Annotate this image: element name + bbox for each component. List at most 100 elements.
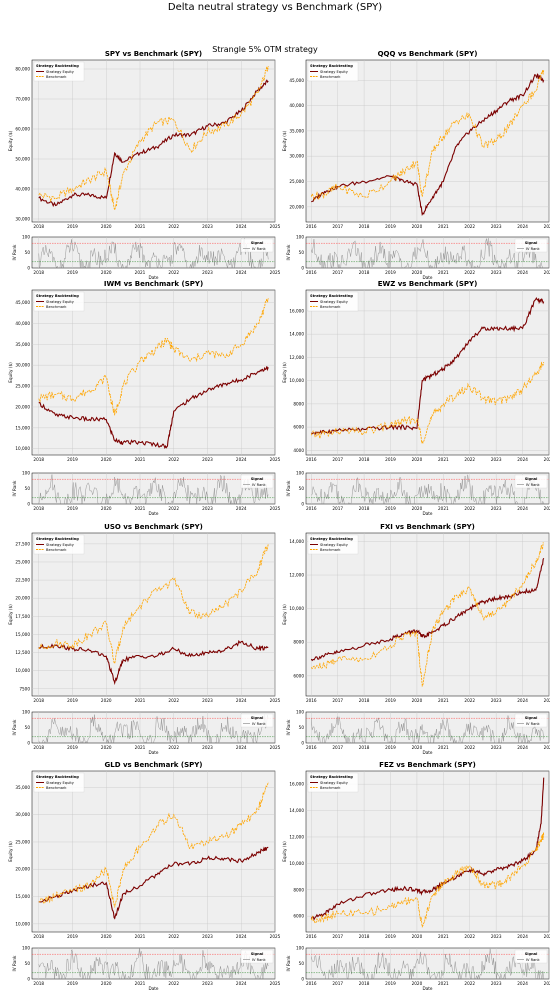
signal-legend: Signal IV Rank [240,713,274,728]
x-tick-label: 2020 [101,457,112,462]
iv-x-tick-label: 2016 [306,506,317,511]
legend-box [33,291,85,312]
y-tick-label: 14,000 [289,539,304,544]
iv-y-tick-label: 100 [22,710,30,715]
iv-x-tick-label: 2022 [464,745,475,750]
iv-x-tick-label: 2025 [544,745,550,750]
y-axis-label: Equity ($) [8,604,13,625]
y-tick-label: 20,000 [289,204,304,209]
x-tick-label: 2018 [359,698,370,703]
chart-title: IWM vs Benchmark (SPY) [104,280,203,288]
iv-y-tick-label: 0 [301,977,304,982]
iv-y-axis-label: IV Rank [12,719,17,735]
y-tick-label: 70,000 [15,97,30,102]
legend-label-strategy: Strategy Equity [320,70,349,74]
y-tick-label: 12,000 [289,355,304,360]
x-tick-label: 2024 [517,698,528,703]
y-tick-label: 25,000 [289,179,304,184]
y-tick-label: 14,000 [289,332,304,337]
y-tick-label: 30,000 [289,154,304,159]
y-tick-label: 22,500 [15,578,30,583]
iv-y-tick-label: 100 [296,471,304,476]
iv-plot-area [305,711,550,744]
iv-y-tick-label: 100 [22,946,30,951]
charts-area: SPY vs Benchmark (SPY) 2018 2019 2020 2021 20… [8,50,550,991]
x-tick-label: 2024 [236,224,247,229]
signal-legend-title: Signal [525,716,538,720]
signal-legend: Signal IV Rank [240,474,274,489]
x-tick-label: 2019 [385,698,396,703]
signal-legend: Signal IV Rank [514,238,548,253]
y-tick-label: 10,000 [15,921,30,926]
x-tick-label: 2022 [464,934,475,939]
iv-plot-area [305,472,550,505]
iv-y-tick-label: 0 [301,502,304,507]
x-tick-label: 2019 [67,934,78,939]
y-tick-label: 45,000 [15,300,30,305]
iv-y-tick-label: 50 [299,250,305,255]
benchmark-line [38,781,269,908]
y-tick-label: 15,000 [15,632,30,637]
chart-3: IWM vs Benchmark (SPY) 2018 2019 2020 2021 20… [8,280,281,516]
x-tick-label: 2021 [135,934,146,939]
x-tick-label: 2020 [412,224,423,229]
x-tick-label: 2018 [33,934,44,939]
iv-x-tick-label: 2018 [359,270,370,275]
iv-x-tick-label: 2019 [67,981,78,986]
legend-box [33,61,85,82]
chart-title: QQQ vs Benchmark (SPY) [378,50,478,58]
iv-x-tick-label: 2022 [168,981,179,986]
iv-x-tick-label: 2020 [412,745,423,750]
x-tick-label: 2019 [67,224,78,229]
y-tick-label: 15,000 [15,425,30,430]
chart-8: FEZ vs Benchmark (SPY) 2016 2017 2018 2019 20… [282,761,550,991]
x-tick-label: 2019 [385,934,396,939]
iv-x-axis-label: Date [148,750,158,755]
iv-y-tick-label: 50 [299,961,305,966]
legend-title: Strategy Backtesting [310,294,353,298]
strategy-line [310,296,545,436]
signal-legend-title: Signal [251,952,264,956]
benchmark-line [310,542,544,688]
iv-x-tick-label: 2023 [491,506,502,511]
x-tick-label: 2017 [332,698,343,703]
legend: Strategy Backtesting Strategy EquityBench… [307,61,359,82]
x-tick-label: 2024 [517,934,528,939]
iv-x-tick-label: 2020 [412,270,423,275]
y-tick-label: 50,000 [15,157,30,162]
iv-rank-line [38,714,269,744]
signal-legend: Signal IV Rank [240,949,274,964]
y-tick-label: 6000 [293,914,304,919]
iv-x-tick-label: 2017 [332,745,343,750]
y-tick-label: 16,000 [289,308,304,313]
iv-x-tick-label: 2018 [359,981,370,986]
x-tick-label: 2020 [412,457,423,462]
iv-x-tick-label: 2025 [270,745,281,750]
iv-x-tick-label: 2019 [67,506,78,511]
x-tick-label: 2021 [438,698,449,703]
chart-4: EWZ vs Benchmark (SPY) 2016 2017 2018 2019 20… [282,280,550,516]
y-tick-label: 8000 [293,401,304,406]
iv-y-axis-label: IV Rank [286,480,291,496]
legend-label-benchmark: Benchmark [320,75,341,79]
plot-area [305,59,550,223]
iv-plot-area [31,236,276,269]
chart-1: SPY vs Benchmark (SPY) 2018 2019 2020 2021 20… [8,50,281,280]
strategy-line [311,73,545,216]
legend-title: Strategy Backtesting [310,775,353,779]
iv-x-tick-label: 2025 [270,981,281,986]
y-tick-label: 12,000 [289,834,304,839]
iv-y-tick-label: 50 [25,250,31,255]
y-axis-label: Equity ($) [8,362,13,383]
y-tick-label: 12,000 [289,573,304,578]
legend-label-strategy: Strategy Equity [320,300,349,304]
iv-x-tick-label: 2017 [332,270,343,275]
iv-rank-line [311,238,544,269]
x-tick-label: 2020 [101,934,112,939]
x-tick-label: 2023 [491,457,502,462]
iv-x-tick-label: 2020 [412,506,423,511]
iv-x-tick-label: 2020 [101,745,112,750]
iv-plot-area [31,711,276,744]
y-tick-label: 8000 [293,887,304,892]
